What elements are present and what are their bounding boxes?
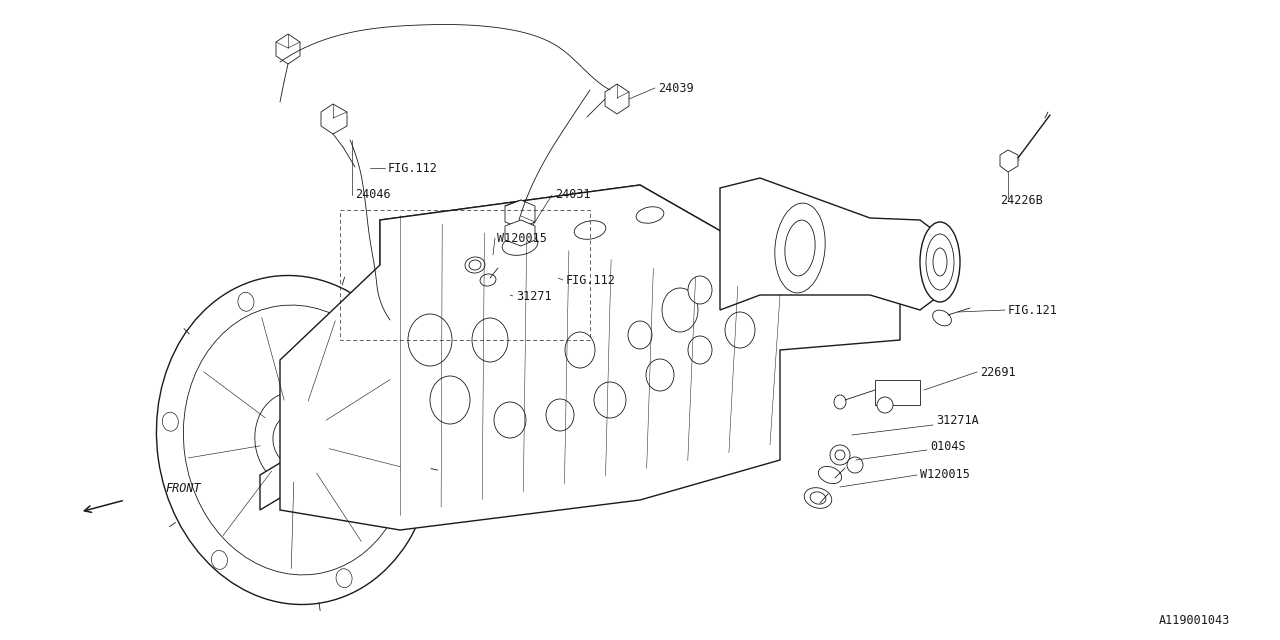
Polygon shape	[506, 220, 535, 246]
Ellipse shape	[804, 488, 832, 508]
Ellipse shape	[255, 392, 335, 488]
Ellipse shape	[594, 382, 626, 418]
Ellipse shape	[465, 257, 485, 273]
Ellipse shape	[480, 274, 495, 286]
Ellipse shape	[547, 399, 573, 431]
Ellipse shape	[933, 310, 951, 326]
Ellipse shape	[785, 220, 815, 276]
Polygon shape	[260, 265, 380, 510]
Ellipse shape	[273, 414, 317, 466]
Ellipse shape	[636, 207, 664, 223]
Text: FIG.112: FIG.112	[388, 161, 438, 175]
Ellipse shape	[628, 321, 652, 349]
Ellipse shape	[183, 305, 411, 575]
Polygon shape	[280, 185, 900, 530]
Ellipse shape	[468, 260, 481, 270]
Polygon shape	[1000, 150, 1018, 172]
Ellipse shape	[412, 449, 428, 468]
Ellipse shape	[810, 492, 826, 504]
Ellipse shape	[575, 221, 605, 239]
Polygon shape	[605, 84, 628, 114]
Polygon shape	[380, 185, 780, 310]
Ellipse shape	[430, 376, 470, 424]
Ellipse shape	[877, 397, 893, 413]
Ellipse shape	[829, 445, 850, 465]
Ellipse shape	[564, 332, 595, 368]
Ellipse shape	[494, 402, 526, 438]
Ellipse shape	[211, 550, 228, 570]
Text: W120015: W120015	[497, 232, 547, 244]
Ellipse shape	[238, 292, 253, 311]
Text: FIG.112: FIG.112	[566, 273, 616, 287]
Ellipse shape	[774, 203, 826, 293]
Text: 22691: 22691	[980, 365, 1015, 378]
Ellipse shape	[835, 450, 845, 460]
Text: 31271: 31271	[516, 289, 552, 303]
Text: 0104S: 0104S	[931, 440, 965, 454]
Ellipse shape	[285, 426, 314, 458]
Polygon shape	[276, 34, 300, 64]
Ellipse shape	[835, 395, 846, 409]
Ellipse shape	[933, 248, 947, 276]
Polygon shape	[506, 200, 535, 228]
Polygon shape	[321, 104, 347, 134]
Polygon shape	[719, 178, 940, 310]
Ellipse shape	[408, 314, 452, 366]
Text: FRONT: FRONT	[165, 481, 201, 495]
Text: 24031: 24031	[556, 189, 590, 202]
Ellipse shape	[646, 359, 675, 391]
Text: FIG.121: FIG.121	[1009, 303, 1057, 317]
Ellipse shape	[472, 318, 508, 362]
Text: 24046: 24046	[355, 189, 390, 202]
Ellipse shape	[662, 288, 698, 332]
Ellipse shape	[689, 336, 712, 364]
Ellipse shape	[936, 312, 948, 324]
Ellipse shape	[847, 457, 863, 473]
Text: A119001043: A119001043	[1158, 614, 1230, 627]
Text: 31271A: 31271A	[936, 413, 979, 426]
Ellipse shape	[920, 222, 960, 302]
Ellipse shape	[163, 412, 178, 431]
Ellipse shape	[337, 569, 352, 588]
Ellipse shape	[925, 234, 954, 290]
Ellipse shape	[689, 276, 712, 304]
Ellipse shape	[156, 275, 434, 605]
Ellipse shape	[502, 235, 538, 255]
Ellipse shape	[724, 312, 755, 348]
Text: 24039: 24039	[658, 81, 694, 95]
Text: W120015: W120015	[920, 467, 970, 481]
Polygon shape	[876, 380, 920, 405]
Ellipse shape	[362, 310, 379, 330]
Text: 24226B: 24226B	[1000, 193, 1043, 207]
Ellipse shape	[818, 467, 842, 484]
